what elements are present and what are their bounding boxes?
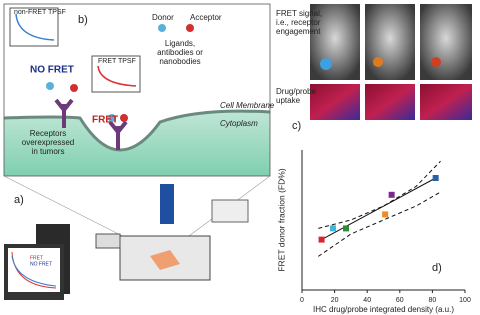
panel-c: FRET signal, i.e., receptor engagement D…	[276, 4, 472, 132]
acceptor-icon	[186, 24, 194, 32]
x-tick-label: 40	[363, 297, 371, 304]
cytoplasm-area	[4, 111, 270, 176]
fit-line	[321, 177, 436, 241]
ligands-label: nanobodies	[159, 57, 200, 66]
point	[388, 191, 395, 198]
screen-curve	[11, 255, 57, 287]
no-fret-label: NO FRET	[30, 65, 74, 76]
mouse-image	[310, 4, 360, 80]
confidence-band	[318, 191, 441, 257]
tissue-image	[310, 84, 360, 120]
signal-spot	[373, 57, 383, 67]
tpsf-label: non-FRET TPSF	[14, 9, 66, 16]
membrane-label: Cell Membrane	[220, 101, 275, 110]
panel-b: non-FRET TPSF b) Donor Acceptor Ligands,…	[3, 3, 275, 177]
panel-frame	[3, 3, 271, 177]
y-axis-label: FRET donor fraction (FD%)	[276, 168, 286, 271]
donor-icon	[158, 24, 166, 32]
uptake-label: uptake	[276, 96, 301, 105]
panel-label: c)	[292, 120, 301, 132]
panel-a: FRET NO FRET a)	[3, 175, 271, 300]
receptor	[54, 98, 74, 128]
camera	[160, 184, 174, 224]
tpsf-curve	[15, 13, 55, 41]
x-tick-label: 20	[331, 297, 339, 304]
cytoplasm-label: Cytoplasm	[220, 119, 258, 128]
receptor	[108, 120, 128, 150]
acceptor-icon	[70, 84, 78, 92]
panel-label: d)	[432, 262, 442, 274]
source-box	[211, 199, 249, 223]
mouse-image	[365, 4, 415, 80]
ligands-label: Ligands,	[165, 39, 195, 48]
panel-label: a)	[14, 194, 24, 206]
fret-signal-label: FRET signal,	[276, 9, 322, 18]
receptors-label: in tumors	[32, 147, 65, 156]
tissue-image	[420, 84, 472, 120]
fret-signal-label: i.e., receptor	[276, 18, 321, 27]
mouse-image	[420, 4, 472, 80]
point	[318, 236, 325, 243]
tpsf-curve	[97, 65, 137, 87]
acceptor-icon	[120, 114, 128, 122]
x-axis-label: IHC drug/probe integrated density (a.u.)	[313, 305, 454, 314]
panel-label: b)	[78, 14, 88, 26]
point	[329, 225, 336, 232]
fret-label: FRET	[92, 115, 118, 126]
confidence-band	[318, 160, 441, 229]
x-tick-label: 60	[396, 297, 404, 304]
monitor-legend: FRET	[30, 255, 43, 261]
tissue-image	[365, 84, 415, 120]
uptake-label: Drug/probe	[276, 87, 317, 96]
x-tick-label: 0	[300, 297, 304, 304]
signal-spot	[431, 57, 441, 67]
x-tick-label: 80	[429, 297, 437, 304]
receptors-label: overexpressed	[22, 138, 74, 147]
ligands-label: antibodies or	[157, 48, 203, 57]
laser-box	[95, 233, 121, 249]
signal-spot	[320, 58, 332, 70]
sample	[150, 250, 180, 270]
donor-label: Donor	[152, 13, 174, 22]
point	[343, 225, 350, 232]
tpsf-label: FRET TPSF	[98, 58, 136, 65]
fret-signal-label: engagement	[276, 27, 321, 36]
donor-icon	[46, 82, 54, 90]
donor-icon	[108, 114, 116, 122]
point	[432, 175, 439, 181]
x-tick-label: 100	[459, 297, 471, 304]
acceptor-label: Acceptor	[190, 13, 222, 22]
receptors-label: Receptors	[30, 129, 66, 138]
point	[382, 211, 389, 218]
monitor-legend: NO FRET	[30, 261, 52, 267]
